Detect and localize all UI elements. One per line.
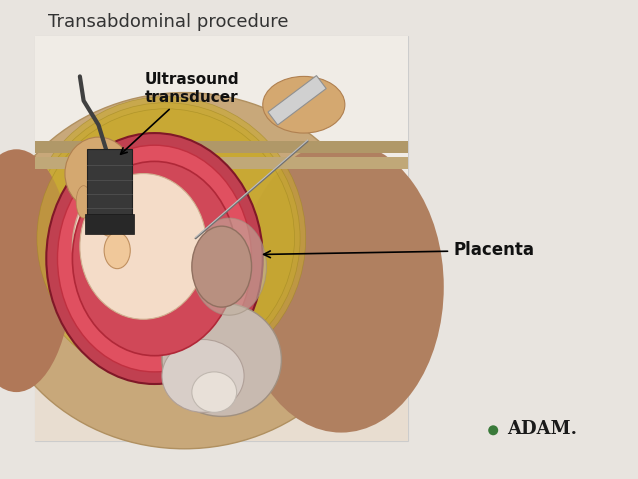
Ellipse shape <box>76 186 91 218</box>
Ellipse shape <box>72 161 237 356</box>
Text: Transabdominal procedure: Transabdominal procedure <box>48 13 288 31</box>
Ellipse shape <box>80 173 207 319</box>
Ellipse shape <box>0 92 380 449</box>
Bar <box>268 76 326 125</box>
Bar <box>87 149 132 222</box>
Ellipse shape <box>104 232 130 269</box>
Ellipse shape <box>162 340 244 412</box>
Ellipse shape <box>239 141 444 433</box>
Text: Ultrasound
transducer: Ultrasound transducer <box>121 72 239 154</box>
Bar <box>35 158 408 170</box>
Ellipse shape <box>162 303 281 416</box>
Ellipse shape <box>37 109 295 368</box>
Bar <box>35 141 408 153</box>
Text: ADAM.: ADAM. <box>507 420 577 438</box>
Ellipse shape <box>192 372 237 412</box>
Ellipse shape <box>65 137 132 210</box>
Ellipse shape <box>98 208 121 236</box>
Ellipse shape <box>26 97 306 380</box>
Ellipse shape <box>488 425 498 435</box>
Ellipse shape <box>91 186 106 218</box>
Bar <box>35 36 408 441</box>
Bar <box>35 36 408 259</box>
Ellipse shape <box>106 186 121 218</box>
Ellipse shape <box>72 165 214 327</box>
Ellipse shape <box>263 77 345 133</box>
Bar <box>85 214 134 234</box>
Ellipse shape <box>192 226 251 307</box>
Text: Placenta: Placenta <box>263 241 534 260</box>
Ellipse shape <box>57 145 251 372</box>
Ellipse shape <box>192 218 267 315</box>
Ellipse shape <box>31 103 300 374</box>
Bar <box>35 259 408 441</box>
Ellipse shape <box>0 149 72 392</box>
Ellipse shape <box>47 133 263 384</box>
